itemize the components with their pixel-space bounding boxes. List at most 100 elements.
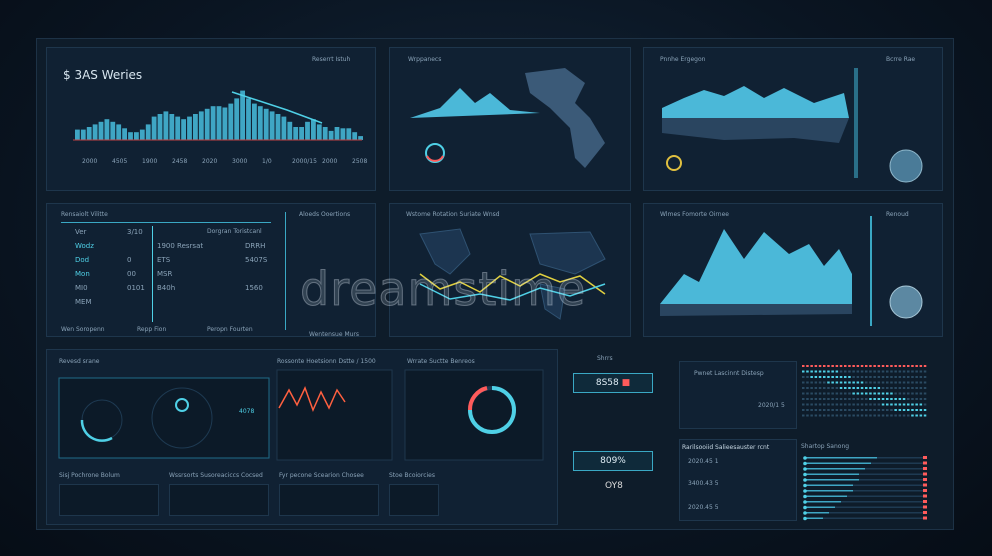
dot [806,414,809,417]
dot [873,403,876,406]
series-bar [275,114,281,140]
dot [865,376,868,378]
bottom-tile[interactable] [279,484,379,516]
dot [810,392,813,395]
dot [886,387,889,389]
mountain-mid-panel: Wlmes Fomorte Oirnee Renoud [643,203,943,337]
dot [802,398,805,400]
side-list-title: Aloeds Ooertions [299,211,351,218]
dot [856,387,860,389]
series-bar [293,127,299,140]
dot [877,365,881,367]
dot [818,414,822,417]
dot [894,365,897,367]
series-bar [157,114,163,140]
dot [915,409,918,411]
dot [848,392,851,395]
dot [873,370,876,373]
mountain-mid-title: Wlmes Fomorte Oirnee [660,211,729,218]
dot [823,387,826,389]
table-cell: Dod [75,256,90,264]
dot [814,365,818,367]
dot [827,403,830,406]
dot [856,403,860,406]
dot [865,365,868,367]
series-bar [305,121,310,140]
series-bar [340,128,346,140]
dot [898,376,902,378]
dot [844,381,847,384]
dot [881,376,885,378]
series-panel: $ 3AS Weries Reserrt Istuh 2000 4505 1900 2… [46,47,376,191]
dot [902,376,906,378]
dot [881,392,885,395]
dot [860,409,864,411]
bar-fill [805,468,865,470]
dot [911,403,914,406]
dot [894,370,897,373]
dot [806,365,809,367]
dot [915,365,918,367]
dot [911,392,914,395]
dot [902,381,906,384]
dot [877,403,881,406]
dot [890,370,893,373]
bar-dot [803,456,807,460]
kpi-box-1[interactable]: 8S58 ■ [573,373,653,393]
dot [818,370,822,373]
dot [869,376,872,378]
dot [873,409,876,411]
table-cell: 1900 Resrsat [157,242,204,250]
dot [839,387,843,389]
dot [907,370,910,373]
dot [806,376,809,378]
dot [869,381,872,384]
dot [919,381,923,384]
x-tick-label: 4505 [112,158,128,165]
series-bar [240,90,245,140]
bar-dot [803,483,807,488]
list-top-panel: Pwnet Lascinnt Distesp 2020/1 5 [679,361,797,429]
bottom-tile[interactable] [169,484,269,516]
dot [806,398,809,400]
series-bar [139,129,145,140]
dot [911,381,914,384]
dot [831,376,834,378]
dot [898,409,902,411]
dot [886,376,889,378]
dot [806,409,809,411]
list-bottom-item[interactable]: 3400.43 5 [688,480,719,487]
bar-end [923,511,927,514]
series-bar [163,111,169,140]
bottom-tile[interactable] [389,484,439,516]
dot [814,409,818,411]
dot [818,398,822,400]
dot [852,376,855,378]
series-bar [134,132,139,140]
bar-dot [803,494,807,499]
bottom-tile[interactable] [59,484,159,516]
dot [856,365,860,367]
dot [802,370,805,373]
dot [860,398,864,400]
dot [860,403,864,406]
table-cell: 5407S [245,256,268,264]
list-bottom-item[interactable]: 2020.45 5 [688,504,719,511]
dot [839,365,843,367]
dot [818,403,822,406]
mountain-mid-chart [660,216,923,326]
dot [810,381,813,384]
bar-dot [803,489,807,493]
mountain-top-chart [662,68,923,183]
dot [823,365,826,367]
kpi-box-2[interactable]: 809% [573,451,653,471]
dot [806,392,809,395]
dot [907,381,910,384]
bottom-left-graphics [58,369,544,461]
series-bar [210,106,216,140]
map-top-graphic [410,68,605,168]
list-bottom-item[interactable]: 2020.45 1 [688,458,719,465]
dot [877,392,881,395]
bar-fill [805,501,841,503]
dot [810,376,813,378]
